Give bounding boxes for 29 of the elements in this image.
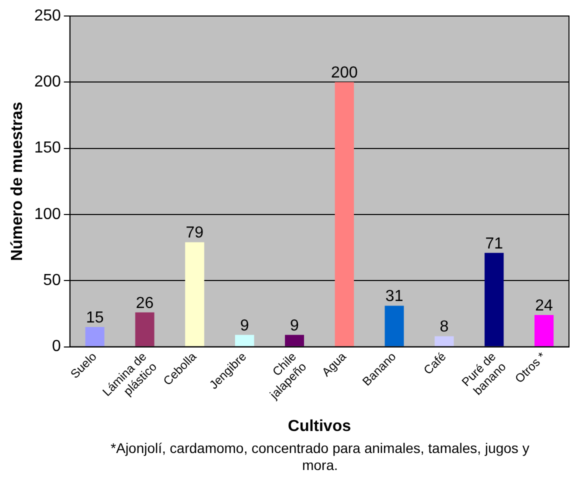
y-tick-label: 50 <box>43 272 61 290</box>
data-label: 200 <box>331 64 358 82</box>
bar <box>434 336 454 346</box>
data-label: 26 <box>136 294 154 312</box>
bar <box>85 326 104 346</box>
bar <box>334 82 354 346</box>
bar <box>284 334 304 346</box>
x-axis-title: Cultivos <box>288 418 352 435</box>
data-label: 9 <box>290 317 300 334</box>
bar <box>135 312 154 346</box>
y-axis-title: Número de muestras <box>9 102 26 261</box>
data-label: 15 <box>86 309 104 326</box>
data-label: 24 <box>535 297 554 314</box>
y-tick-label: 250 <box>34 7 61 24</box>
data-label: 79 <box>186 224 204 242</box>
y-tick-label: 0 <box>52 338 61 356</box>
bar <box>384 306 404 346</box>
y-tick-label: 150 <box>34 140 61 157</box>
data-label: 31 <box>385 288 404 306</box>
bar <box>235 334 254 346</box>
bar <box>534 315 554 346</box>
data-label: 71 <box>485 235 504 252</box>
data-label: 8 <box>440 318 449 336</box>
text: *Ajonjolí, cardamomo, concentrado para animales, tamales, jugos y mora. <box>110 440 530 474</box>
y-tick-label: 200 <box>34 74 61 91</box>
bar <box>185 242 204 346</box>
bar <box>484 252 504 346</box>
data-label: 9 <box>240 317 250 334</box>
y-tick-label: 100 <box>34 206 61 223</box>
